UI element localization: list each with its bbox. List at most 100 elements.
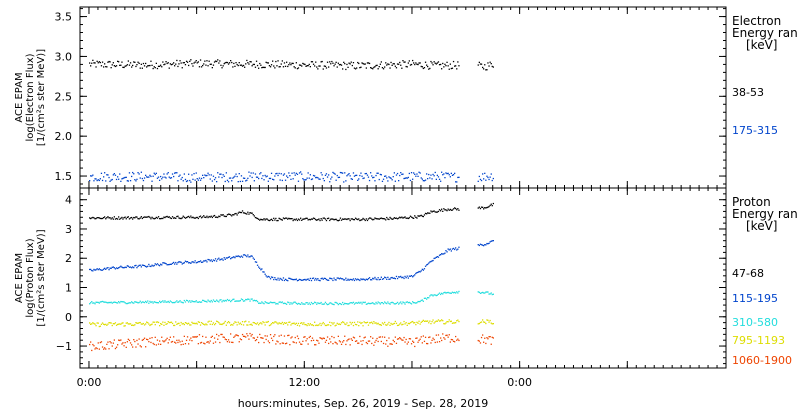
data-point <box>433 210 435 212</box>
data-point <box>150 324 152 326</box>
data-point <box>245 254 247 257</box>
data-point <box>180 301 182 303</box>
data-point <box>209 301 211 303</box>
data-point <box>360 340 362 342</box>
data-point <box>120 323 122 325</box>
data-point <box>482 291 484 294</box>
data-point <box>204 300 206 302</box>
data-point <box>176 263 178 265</box>
data-point <box>279 218 281 220</box>
data-point <box>387 63 389 65</box>
data-point <box>204 260 206 262</box>
data-point <box>337 335 339 337</box>
data-point <box>245 63 247 65</box>
data-point <box>489 241 491 243</box>
data-point <box>371 321 373 323</box>
data-point <box>117 323 119 326</box>
data-point <box>124 302 126 304</box>
data-point <box>156 321 159 323</box>
data-point <box>388 176 390 178</box>
data-point <box>408 172 410 175</box>
data-point <box>216 181 218 183</box>
data-point <box>153 343 155 346</box>
data-point <box>225 324 227 326</box>
data-point <box>91 323 93 325</box>
data-point <box>319 337 321 339</box>
data-point <box>167 321 169 323</box>
data-point <box>485 291 487 293</box>
data-point <box>223 336 225 338</box>
data-point <box>324 341 327 343</box>
data-point <box>364 336 366 338</box>
data-point <box>484 172 486 174</box>
data-point <box>259 267 261 269</box>
data-point <box>246 213 248 215</box>
data-point <box>224 320 226 323</box>
data-point <box>307 343 309 345</box>
data-point <box>432 295 434 297</box>
data-point <box>307 303 309 305</box>
data-point <box>168 339 170 341</box>
data-point <box>338 278 341 280</box>
data-point <box>221 258 223 260</box>
data-point <box>398 303 400 305</box>
data-point <box>216 60 218 63</box>
data-point <box>137 302 139 304</box>
data-point <box>419 215 421 217</box>
data-point <box>438 178 441 180</box>
data-point <box>212 342 215 344</box>
data-point <box>482 173 484 175</box>
data-point <box>93 322 95 325</box>
data-point <box>317 68 319 70</box>
data-point <box>140 346 142 348</box>
data-point <box>318 65 320 67</box>
data-point <box>433 61 435 63</box>
data-point <box>441 319 443 321</box>
data-point <box>343 321 345 324</box>
data-point <box>331 60 333 63</box>
data-point <box>421 66 423 68</box>
data-point <box>238 341 240 343</box>
data-point <box>389 278 391 280</box>
data-point <box>197 301 199 303</box>
data-point <box>312 324 315 327</box>
data-point <box>442 333 444 335</box>
data-point <box>237 255 239 257</box>
data-point <box>430 260 432 263</box>
data-point <box>390 217 392 220</box>
data-point <box>275 321 277 323</box>
data-point <box>126 265 128 267</box>
data-point <box>99 61 101 64</box>
data-point <box>163 324 165 326</box>
data-point <box>319 302 321 305</box>
data-point <box>356 67 358 69</box>
data-point <box>484 207 486 209</box>
data-point <box>447 65 449 67</box>
data-point <box>391 323 393 326</box>
data-point <box>371 67 373 69</box>
data-point <box>270 172 273 174</box>
data-point <box>394 320 396 323</box>
data-point <box>237 64 239 67</box>
data-point <box>450 292 452 294</box>
data-point <box>338 219 341 221</box>
data-point <box>420 65 422 68</box>
data-point <box>484 292 486 294</box>
data-point <box>143 324 146 326</box>
data-point <box>177 322 179 325</box>
data-point <box>217 258 219 260</box>
data-point <box>120 265 122 267</box>
data-point <box>492 293 494 295</box>
data-point <box>281 60 283 62</box>
data-point <box>488 293 490 295</box>
data-point <box>409 215 412 217</box>
data-point <box>304 323 306 326</box>
data-point <box>429 336 431 338</box>
data-point <box>238 300 240 302</box>
data-point <box>455 335 457 338</box>
data-point <box>410 216 413 218</box>
data-point <box>280 63 282 65</box>
data-point <box>153 321 155 323</box>
data-point <box>244 321 246 323</box>
data-point <box>108 301 110 304</box>
